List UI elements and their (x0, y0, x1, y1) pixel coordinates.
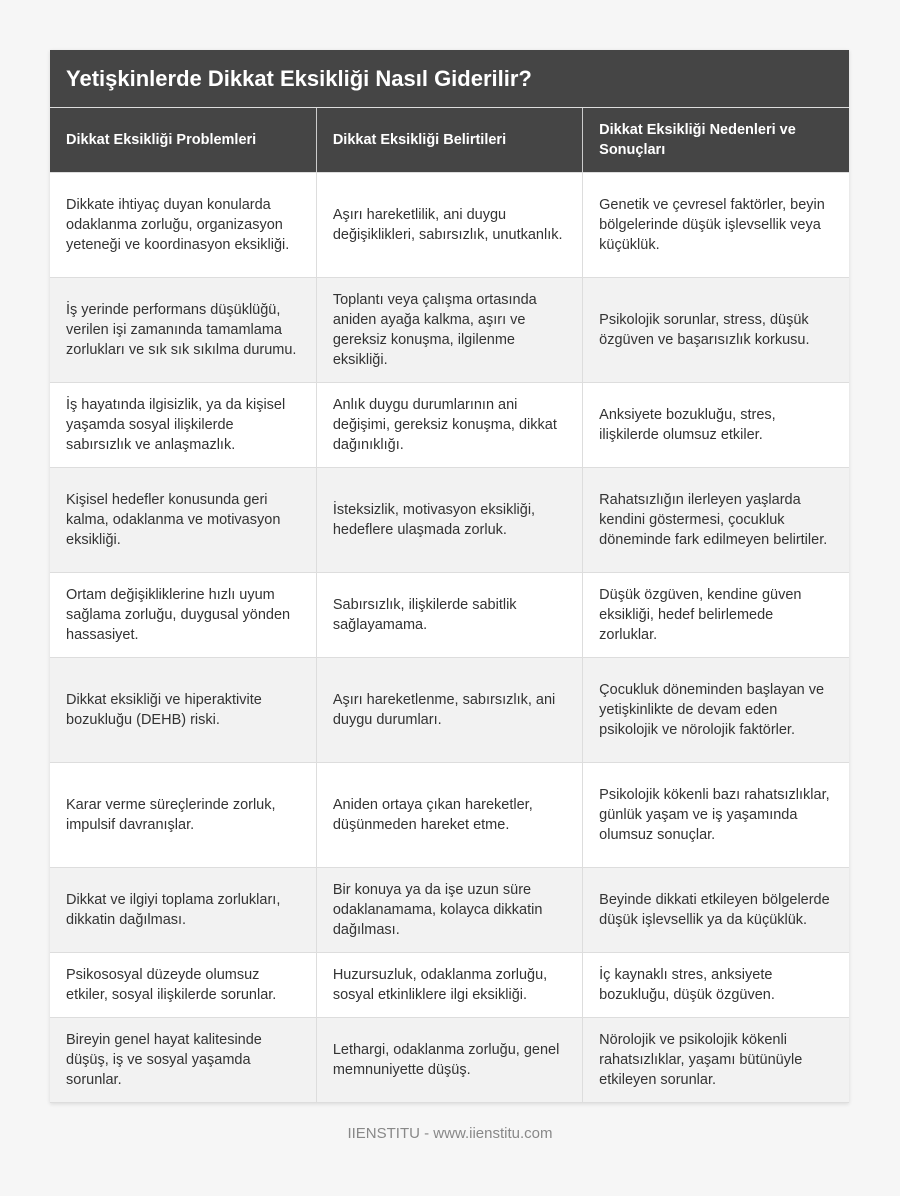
table-cell: Anlık duygu durumlarının ani değişimi, g… (316, 382, 584, 468)
table-row: İş hayatında ilgisizlik, ya da kişisel y… (50, 382, 849, 468)
table-cell: İş hayatında ilgisizlik, ya da kişisel y… (50, 382, 317, 468)
table-cell: Huzursuzluk, odaklanma zorluğu, sosyal e… (316, 952, 584, 1018)
table-cell: Rahatsızlığın ilerleyen yaşlarda kendini… (582, 467, 849, 573)
table-cell: Aşırı hareketlenme, sabırsızlık, ani duy… (316, 657, 584, 763)
table-row: Dikkat eksikliği ve hiperaktivite bozukl… (50, 657, 849, 763)
table-cell: Psikolojik sorunlar, stress, düşük özgüv… (582, 277, 849, 383)
table-cell: İç kaynaklı stres, anksiyete bozukluğu, … (582, 952, 849, 1018)
table-cell: Dikkat eksikliği ve hiperaktivite bozukl… (50, 657, 317, 763)
table-cell: İsteksizlik, motivasyon eksikliği, hedef… (316, 467, 584, 573)
table-cell: Toplantı veya çalışma ortasında aniden a… (316, 277, 584, 383)
table-card: Yetişkinlerde Dikkat Eksikliği Nasıl Gid… (50, 50, 849, 1103)
table-cell: Düşük özgüven, kendine güven eksikliği, … (582, 572, 849, 658)
table-cell: Karar verme süreçlerinde zorluk, impulsi… (50, 762, 317, 868)
table-cell: İş yerinde performans düşüklüğü, verilen… (50, 277, 317, 383)
table-cell: Beyinde dikkati etkileyen bölgelerde düş… (582, 867, 849, 953)
table-cell: Dikkate ihtiyaç duyan konularda odaklanm… (50, 172, 317, 278)
table-row: Kişisel hedefler konusunda geri kalma, o… (50, 467, 849, 573)
table-row: Dikkate ihtiyaç duyan konularda odaklanm… (50, 172, 849, 278)
column-header: Dikkat Eksikliği Belirtileri (316, 108, 584, 173)
column-header: Dikkat Eksikliği Nedenleri ve Sonuçları (582, 108, 849, 173)
table-cell: Bireyin genel hayat kalitesinde düşüş, i… (50, 1017, 317, 1103)
table-cell: Psikososyal düzeyde olumsuz etkiler, sos… (50, 952, 317, 1018)
table-cell: Genetik ve çevresel faktörler, beyin böl… (582, 172, 849, 278)
data-table: Dikkat Eksikliği Problemleri Dikkat Eksi… (50, 108, 849, 1103)
table-cell: Aniden ortaya çıkan hareketler, düşünmed… (316, 762, 584, 868)
table-row: Bireyin genel hayat kalitesinde düşüş, i… (50, 1017, 849, 1103)
table-cell: Ortam değişikliklerine hızlı uyum sağlam… (50, 572, 317, 658)
table-cell: Bir konuya ya da işe uzun süre odaklanam… (316, 867, 584, 953)
table-row: Dikkat ve ilgiyi toplama zorlukları, dik… (50, 867, 849, 953)
table-row: Ortam değişikliklerine hızlı uyum sağlam… (50, 572, 849, 658)
table-cell: Çocukluk döneminden başlayan ve yetişkin… (582, 657, 849, 763)
table-cell: Aşırı hareketlilik, ani duygu değişiklik… (316, 172, 584, 278)
footer-credit: IIENSTITU - www.iienstitu.com (347, 1125, 553, 1142)
table-row: Psikososyal düzeyde olumsuz etkiler, sos… (50, 952, 849, 1018)
page-title: Yetişkinlerde Dikkat Eksikliği Nasıl Gid… (50, 50, 849, 108)
table-cell: Kişisel hedefler konusunda geri kalma, o… (50, 467, 317, 573)
table-row: İş yerinde performans düşüklüğü, verilen… (50, 277, 849, 383)
table-cell: Sabırsızlık, ilişkilerde sabitlik sağlay… (316, 572, 584, 658)
table-row: Karar verme süreçlerinde zorluk, impulsi… (50, 762, 849, 868)
table-cell: Anksiyete bozukluğu, stres, ilişkilerde … (582, 382, 849, 468)
column-header: Dikkat Eksikliği Problemleri (50, 108, 317, 173)
table-cell: Lethargi, odaklanma zorluğu, genel memnu… (316, 1017, 584, 1103)
table-cell: Psikolojik kökenli bazı rahatsızlıklar, … (582, 762, 849, 868)
table-cell: Nörolojik ve psikolojik kökenli rahatsız… (582, 1017, 849, 1103)
table-cell: Dikkat ve ilgiyi toplama zorlukları, dik… (50, 867, 317, 953)
table-header-row: Dikkat Eksikliği Problemleri Dikkat Eksi… (50, 108, 849, 173)
